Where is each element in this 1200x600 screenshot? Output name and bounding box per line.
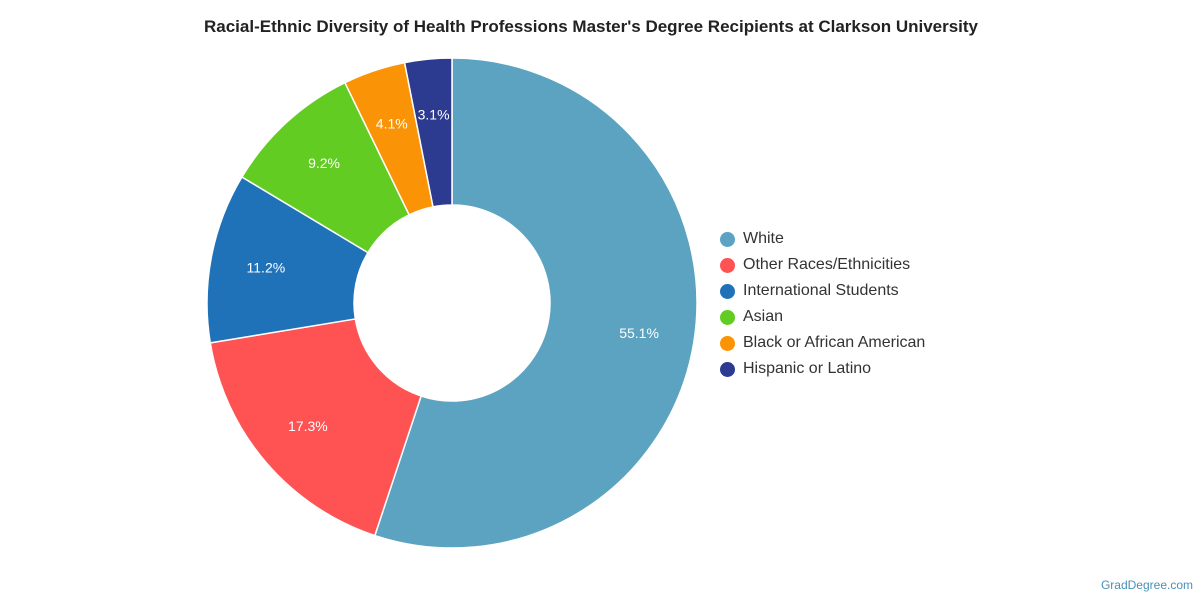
chart-title: Racial-Ethnic Diversity of Health Profes… [203, 17, 979, 36]
credit-link[interactable]: GradDegree.com [1100, 578, 1193, 592]
legend-swatch-icon [720, 283, 735, 299]
slice-international-students[interactable] [206, 175, 369, 344]
slice-label-international-students: 11.2% [247, 259, 286, 275]
slice-hispanic-or-latino[interactable] [403, 57, 453, 208]
legend-item-hispanic-or-latino[interactable]: Hispanic or Latino [720, 356, 925, 382]
slice-label-white: 55.1% [619, 325, 659, 341]
legend-swatch-icon [720, 257, 735, 273]
legend-item-asian[interactable]: Asian [720, 304, 925, 330]
slice-label-black-or-african-american: 4.1% [376, 115, 408, 131]
legend-item-other-races-ethnicities[interactable]: Other Races/Ethnicities [720, 252, 925, 278]
donut-slices [206, 57, 698, 549]
legend-label: Hispanic or Latino [743, 360, 872, 377]
legend-item-black-or-african-american[interactable]: Black or African American [720, 330, 925, 356]
legend-label: Black or African American [743, 334, 926, 351]
legend-label: International Students [743, 282, 899, 299]
legend-label: Other Races/Ethnicities [743, 256, 911, 273]
donut-slice-labels: 55.1% 17.3% 11.2% 9.2% 4.1% 3.1% [247, 106, 659, 434]
chart-legend: White Other Races/Ethnicities Internationa… [720, 226, 925, 382]
legend-item-international-students[interactable]: International Students [720, 278, 925, 304]
legend-swatch-icon [720, 309, 735, 325]
slice-label-asian: 9.2% [308, 155, 340, 171]
slice-label-other-races-ethnicities: 17.3% [288, 418, 328, 434]
legend-swatch-icon [720, 335, 735, 351]
legend-label: White [743, 230, 784, 247]
legend-swatch-icon [720, 231, 735, 247]
legend-swatch-icon [720, 361, 735, 377]
slice-white[interactable] [373, 57, 698, 549]
legend-item-white[interactable]: White [720, 226, 925, 252]
slice-label-hispanic-or-latino: 3.1% [418, 106, 450, 122]
legend-label: Asian [743, 308, 784, 325]
slice-other-races-ethnicities[interactable] [209, 318, 423, 537]
